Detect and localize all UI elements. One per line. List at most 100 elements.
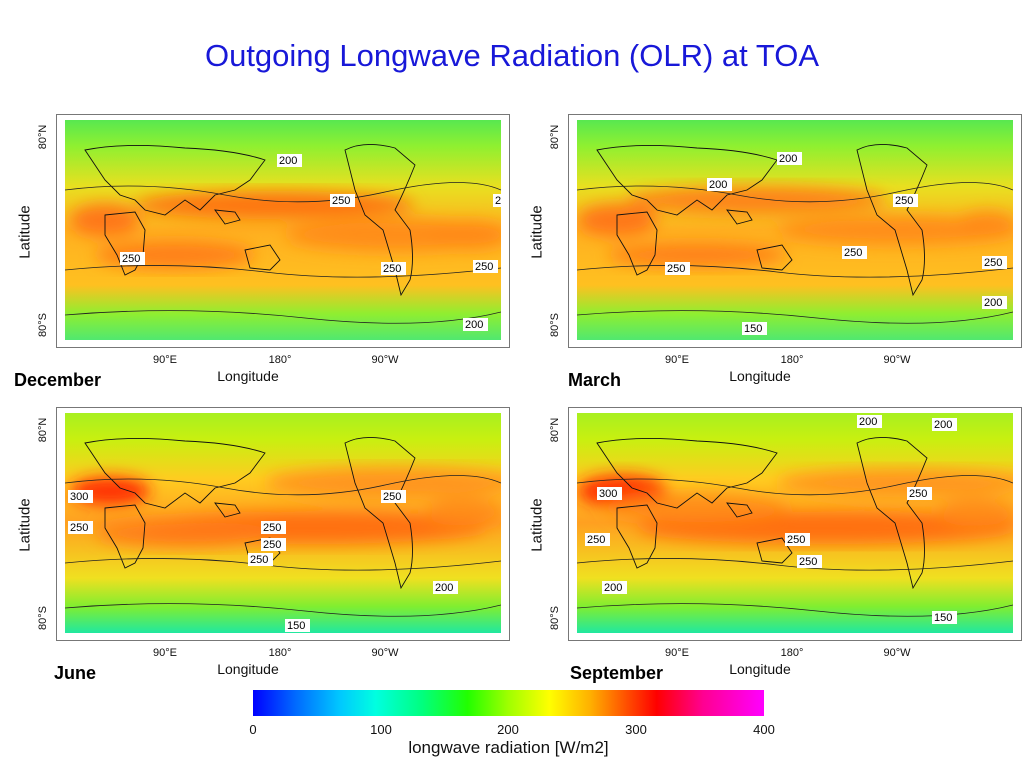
warm-region	[937, 499, 1013, 527]
olr-map: 200 200 300 250 250 250 250 200 150	[577, 413, 1013, 633]
contour-label-bg	[473, 260, 498, 273]
y-tick-80n: 80°N	[549, 417, 561, 443]
x-axis-label: Longitude	[729, 368, 791, 384]
y-axis-label: Latitude	[528, 498, 546, 552]
warm-region	[607, 494, 787, 522]
contour-label: 200	[435, 582, 453, 594]
continent-outline	[244, 244, 281, 271]
x-axis-label: Longitude	[217, 368, 279, 384]
continent-outline	[596, 144, 778, 216]
y-tick-80s: 80°S	[549, 606, 561, 630]
contour-label-bg	[932, 418, 957, 431]
continent-outline	[756, 244, 793, 271]
colorbar	[253, 690, 764, 716]
x-axis-label: Longitude	[217, 661, 279, 677]
contour-line	[65, 475, 501, 496]
contour-label-bg	[707, 178, 732, 191]
contour-label-bg	[381, 490, 406, 503]
olr-map: 300 250 250 250 250 250 200 150	[65, 413, 501, 633]
contour-label: 250	[895, 195, 913, 207]
y-axis-label: Latitude	[16, 205, 34, 259]
x-tick-90e: 90°E	[665, 647, 689, 659]
x-tick-90e: 90°E	[153, 354, 177, 366]
x-tick-180: 180°	[268, 647, 292, 659]
continent-outline	[616, 211, 658, 276]
contour-label: 250	[70, 522, 88, 534]
contour-label: 250	[667, 263, 685, 275]
map-panel-march: 200 200 250 250 250 250 200 150 Latitude 80°N 8…	[520, 114, 1024, 414]
season-label: December	[14, 370, 102, 390]
contour-label: 150	[934, 612, 952, 624]
contour-label: 200	[279, 155, 297, 167]
contour-label-bg	[68, 521, 93, 534]
continent-outline	[344, 144, 416, 297]
contour-label: 250	[909, 488, 927, 500]
continent-outline	[726, 502, 753, 518]
contour-label-bg	[68, 490, 93, 503]
colorbar-tick: 0	[249, 722, 257, 737]
warm-region	[265, 467, 501, 499]
warm-region	[135, 191, 415, 219]
contour-line	[577, 558, 1013, 571]
contour-label: 300	[70, 491, 88, 503]
contour-label-bg	[277, 154, 302, 167]
x-tick-180: 180°	[780, 354, 804, 366]
contour-label: 200	[859, 416, 877, 428]
contour-label-bg	[893, 194, 918, 207]
map-panel-september: 200 200 300 250 250 250 250 200 150 Latitude 80°…	[520, 407, 1024, 707]
contour-label: 250	[844, 247, 862, 259]
x-axis-label: Longitude	[729, 661, 791, 677]
x-tick-90w: 90°W	[883, 647, 911, 659]
continent-outline	[756, 537, 793, 564]
y-tick-80n: 80°N	[37, 124, 49, 150]
contour-label: 250	[122, 253, 140, 265]
colorbar-label: longwave radiation [W/m2]	[408, 738, 609, 757]
continent-outline	[726, 209, 753, 225]
contour-label-bg	[261, 521, 286, 534]
contour-label-bg	[597, 487, 622, 500]
continent-outline	[84, 144, 266, 216]
continent-outline	[616, 504, 658, 569]
contour-label: 200	[604, 582, 622, 594]
contour-label: 250	[332, 195, 350, 207]
contour-label-bg	[932, 611, 957, 624]
contour-label-bg	[842, 246, 867, 259]
colorbar-tick: 300	[625, 722, 647, 737]
warm-region	[95, 241, 255, 269]
olr-map: 200 200 250 250 250 250 200 150	[577, 120, 1013, 340]
contour-label-bg	[433, 581, 458, 594]
contour-label-bg	[602, 581, 627, 594]
x-tick-90w: 90°W	[883, 354, 911, 366]
y-tick-80s: 80°S	[549, 313, 561, 337]
contour-label: 250	[383, 263, 401, 275]
contour-label: 250	[250, 554, 268, 566]
season-label: September	[570, 663, 664, 683]
continent-outline	[214, 209, 241, 225]
slide-title: Outgoing Longwave Radiation (OLR) at TOA	[204, 38, 820, 73]
map-frame: 300 250 250 250 250 250 200 150	[56, 407, 510, 641]
map-panel-june: 300 250 250 250 250 250 200 150 Latitude 80°N 8…	[8, 407, 520, 707]
contour-line	[577, 603, 1013, 617]
colorbar-tick: 100	[370, 722, 392, 737]
contour-label: 200	[984, 297, 1002, 309]
contour-label: 25	[495, 195, 501, 207]
season-label: March	[568, 370, 622, 390]
x-tick-180: 180°	[268, 354, 292, 366]
contour-line	[65, 603, 501, 617]
contour-label-bg	[742, 322, 767, 335]
warm-region	[95, 519, 275, 547]
x-tick-90w: 90°W	[371, 354, 399, 366]
continent-outline	[214, 502, 241, 518]
contour-label-bg	[665, 262, 690, 275]
contour-label: 250	[383, 491, 401, 503]
y-axis-label: Latitude	[528, 205, 546, 259]
continent-outline	[596, 437, 778, 509]
contour-label: 150	[287, 620, 305, 632]
contour-line	[65, 310, 501, 324]
contour-label-bg	[120, 252, 145, 265]
map-frame: 200 200 250 250 250 250 200 150	[568, 114, 1022, 348]
map-frame: 200 250 25 250 250 250 200	[56, 114, 510, 348]
warm-region	[607, 243, 787, 267]
colorbar-tick: 400	[753, 722, 775, 737]
continent-outline	[104, 211, 146, 276]
